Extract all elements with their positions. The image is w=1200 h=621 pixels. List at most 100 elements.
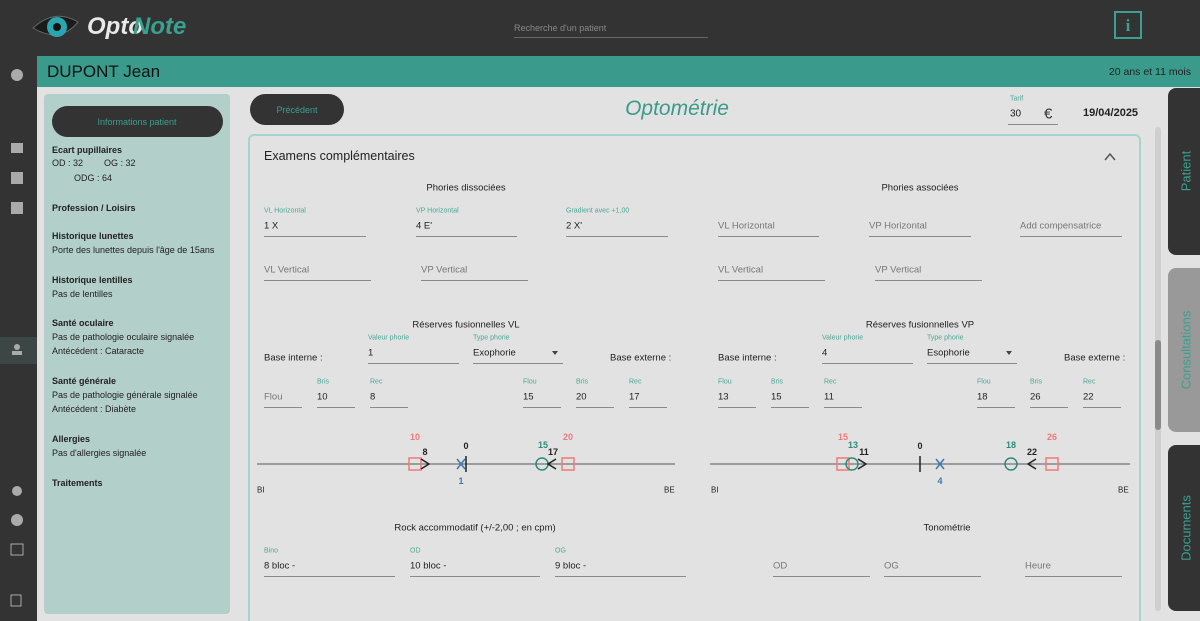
field-underline — [875, 280, 982, 281]
field-placeholder: VL Vertical — [264, 264, 310, 276]
field-underline — [410, 576, 540, 577]
field-underline — [317, 407, 355, 408]
field-placeholder: OG — [884, 560, 899, 572]
nav-icons — [10, 69, 24, 607]
field-label: Bino — [264, 547, 279, 555]
base-label: Base interne : — [264, 352, 323, 364]
search-underline — [514, 37, 708, 38]
page-title: Optométrie — [625, 97, 729, 120]
field-underline — [555, 576, 686, 577]
diagram-end: BE — [664, 485, 675, 495]
field-underline — [718, 407, 756, 408]
section-title: Réserves fusionnelles VL — [412, 319, 520, 331]
section-title: Phories associées — [881, 182, 959, 194]
diagram-start: BI — [711, 485, 719, 495]
info-button[interactable] — [1114, 11, 1142, 39]
info-line: Pas de pathologie oculaire signalée — [52, 332, 195, 342]
chevron — [1104, 152, 1116, 161]
field-placeholder: VP Vertical — [875, 264, 922, 276]
field-value: 18 — [977, 391, 988, 403]
field-placeholder: Heure — [1025, 560, 1051, 572]
field-underline — [1083, 407, 1121, 408]
exam-card — [248, 134, 1141, 621]
field-value: 17 — [629, 391, 640, 403]
field-value: 10 — [317, 391, 328, 403]
info-line: OG : 32 — [104, 158, 136, 168]
diagram-label: 1 — [458, 476, 464, 486]
field-label: Flou — [977, 378, 991, 386]
field-value: 15 — [523, 391, 534, 403]
section-title: Profession / Loisirs — [52, 203, 136, 213]
field-underline — [977, 407, 1015, 408]
field-underline — [824, 407, 862, 408]
tab[interactable] — [1168, 445, 1200, 611]
field-underline — [771, 407, 809, 408]
search-placeholder: Recherche d'un patient — [514, 23, 607, 33]
tab[interactable] — [1168, 88, 1200, 255]
field-value: 15 — [771, 391, 782, 403]
patient-name: DUPONT Jean — [47, 62, 161, 81]
field-label: Flou — [523, 378, 537, 386]
section-title: Traitements — [52, 478, 103, 488]
field-underline — [869, 236, 971, 237]
top-bar — [0, 0, 1200, 56]
field-label: Rec — [370, 378, 383, 386]
field-underline — [421, 280, 528, 281]
field-underline — [718, 236, 819, 237]
previous-button[interactable] — [250, 94, 344, 125]
field-placeholder: Add compensatrice — [1020, 220, 1102, 232]
diagram-label: 8 — [422, 447, 428, 457]
field-value: 20 — [576, 391, 587, 403]
field-underline — [718, 280, 825, 281]
field-value: 8 — [370, 391, 376, 403]
field-label: Bris — [1030, 378, 1043, 386]
card-title: Examens complémentaires — [264, 149, 415, 163]
diagram-label: 18 — [1005, 440, 1017, 450]
field-underline — [1020, 236, 1122, 237]
diagram-label: 15 — [537, 440, 549, 450]
logo-opto: Opto — [87, 13, 143, 40]
field-value: 13 — [718, 391, 729, 403]
section-title: Ecart pupillaires — [52, 145, 123, 155]
diagram-label: 26 — [1046, 432, 1058, 442]
field-value: 9 bloc - — [555, 560, 587, 572]
diagram-start: BI — [257, 485, 265, 495]
diagram-label: 20 — [562, 432, 574, 442]
field-label: Type phorie — [473, 334, 510, 342]
field-placeholder: OD — [773, 560, 788, 572]
field-label: Bris — [771, 378, 784, 386]
diagram-vp — [710, 456, 1130, 472]
info-line: Pas d'allergies signalée — [52, 448, 147, 458]
tab-label: Patient — [1178, 150, 1194, 192]
field-value: 1 X — [264, 220, 279, 232]
diagram-label: 11 — [859, 447, 869, 457]
field-label: Gradient avec +1,00 — [566, 207, 630, 215]
field-placeholder: Flou — [264, 391, 283, 403]
info-button-bg[interactable] — [52, 106, 223, 137]
field-label: Rec — [824, 378, 837, 386]
field-label: Flou — [718, 378, 732, 386]
scroll-thumb — [1155, 340, 1161, 430]
field-underline — [523, 407, 561, 408]
patient-age: 20 ans et 11 mois — [1108, 66, 1191, 78]
field-underline — [576, 407, 614, 408]
field-value: 22 — [1083, 391, 1094, 403]
section-title: Allergies — [52, 434, 91, 444]
diagram-label: 10 — [409, 432, 421, 442]
tab[interactable] — [1168, 268, 1200, 432]
field-placeholder: VL Horizontal — [718, 220, 775, 232]
info-button-label: Informations patient — [97, 117, 177, 127]
nav-active — [0, 337, 37, 364]
tarif-value: 30 — [1010, 108, 1022, 120]
field-label: Bris — [576, 378, 589, 386]
field-underline — [927, 363, 1017, 364]
section-title: Rock accommodatif (+/-2,00 ; en cpm) — [394, 522, 556, 534]
field-underline — [264, 407, 302, 408]
field-placeholder: VP Vertical — [421, 264, 468, 276]
field-label: OD — [410, 547, 421, 555]
field-underline — [264, 576, 395, 577]
currency: € — [1044, 105, 1053, 123]
date: 19/04/2025 — [1083, 107, 1139, 119]
field-underline — [473, 363, 563, 364]
section-title: Réserves fusionnelles VP — [865, 319, 975, 331]
